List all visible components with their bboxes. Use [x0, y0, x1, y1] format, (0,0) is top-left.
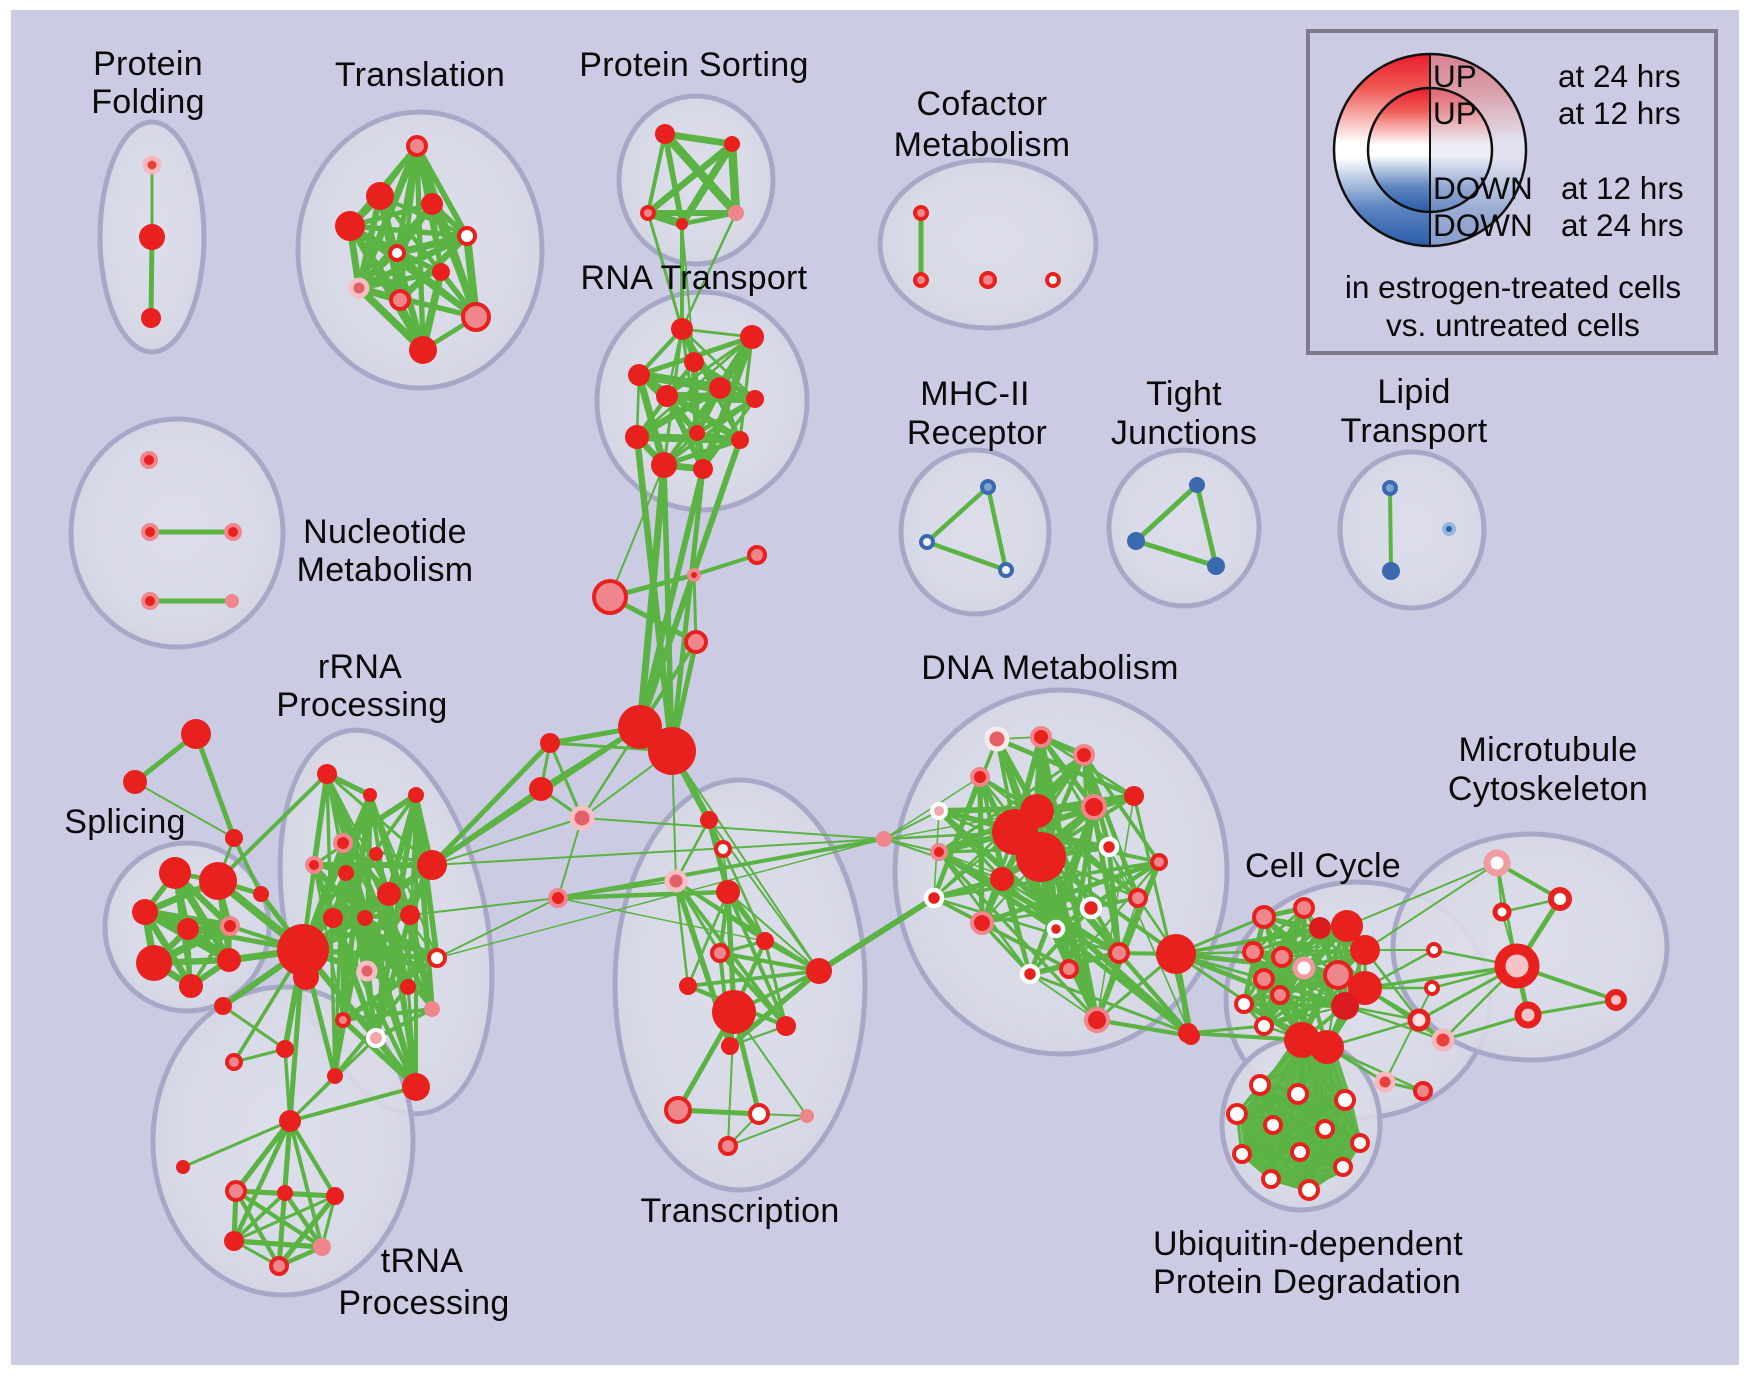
svg-text:Protein: Protein	[93, 45, 203, 83]
svg-text:Processing: Processing	[276, 686, 447, 724]
svg-text:Microtubule: Microtubule	[1458, 731, 1637, 769]
svg-text:Transcription: Transcription	[640, 1192, 839, 1230]
svg-text:Receptor: Receptor	[907, 414, 1047, 452]
svg-text:Metabolism: Metabolism	[297, 551, 474, 589]
svg-text:Nucleotide: Nucleotide	[303, 513, 467, 551]
svg-text:UP: UP	[1433, 95, 1477, 131]
svg-text:DOWN: DOWN	[1433, 207, 1533, 243]
svg-text:in estrogen-treated cells: in estrogen-treated cells	[1345, 269, 1681, 305]
svg-text:Protein Sorting: Protein Sorting	[579, 46, 808, 84]
svg-text:Metabolism: Metabolism	[894, 126, 1071, 164]
svg-text:Transport: Transport	[1341, 412, 1488, 450]
svg-text:Tight: Tight	[1146, 375, 1222, 413]
svg-text:Splicing: Splicing	[64, 803, 185, 841]
svg-text:Processing: Processing	[338, 1284, 509, 1322]
svg-text:rRNA: rRNA	[318, 648, 402, 686]
svg-text:Cofactor: Cofactor	[917, 85, 1048, 123]
svg-text:at 24 hrs: at 24 hrs	[1558, 58, 1681, 94]
svg-text:vs. untreated cells: vs. untreated cells	[1386, 307, 1640, 343]
svg-text:at 24 hrs: at 24 hrs	[1561, 207, 1684, 243]
svg-text:tRNA: tRNA	[381, 1242, 463, 1280]
svg-text:DOWN: DOWN	[1433, 170, 1533, 206]
svg-text:Cell Cycle: Cell Cycle	[1245, 847, 1401, 885]
svg-text:Folding: Folding	[91, 83, 205, 121]
svg-text:MHC-II: MHC-II	[920, 375, 1029, 413]
svg-text:Lipid: Lipid	[1377, 373, 1450, 411]
svg-text:Ubiquitin-dependent: Ubiquitin-dependent	[1153, 1225, 1463, 1263]
svg-text:Translation: Translation	[335, 56, 505, 94]
svg-text:at 12 hrs: at 12 hrs	[1561, 170, 1684, 206]
svg-text:DNA Metabolism: DNA Metabolism	[921, 649, 1178, 687]
svg-text:Junctions: Junctions	[1111, 414, 1257, 452]
svg-text:at 12 hrs: at 12 hrs	[1558, 95, 1681, 131]
svg-text:Protein Degradation: Protein Degradation	[1153, 1263, 1461, 1301]
svg-text:Cytoskeleton: Cytoskeleton	[1448, 770, 1648, 808]
svg-text:RNA Transport: RNA Transport	[581, 259, 808, 297]
svg-text:UP: UP	[1433, 58, 1477, 94]
